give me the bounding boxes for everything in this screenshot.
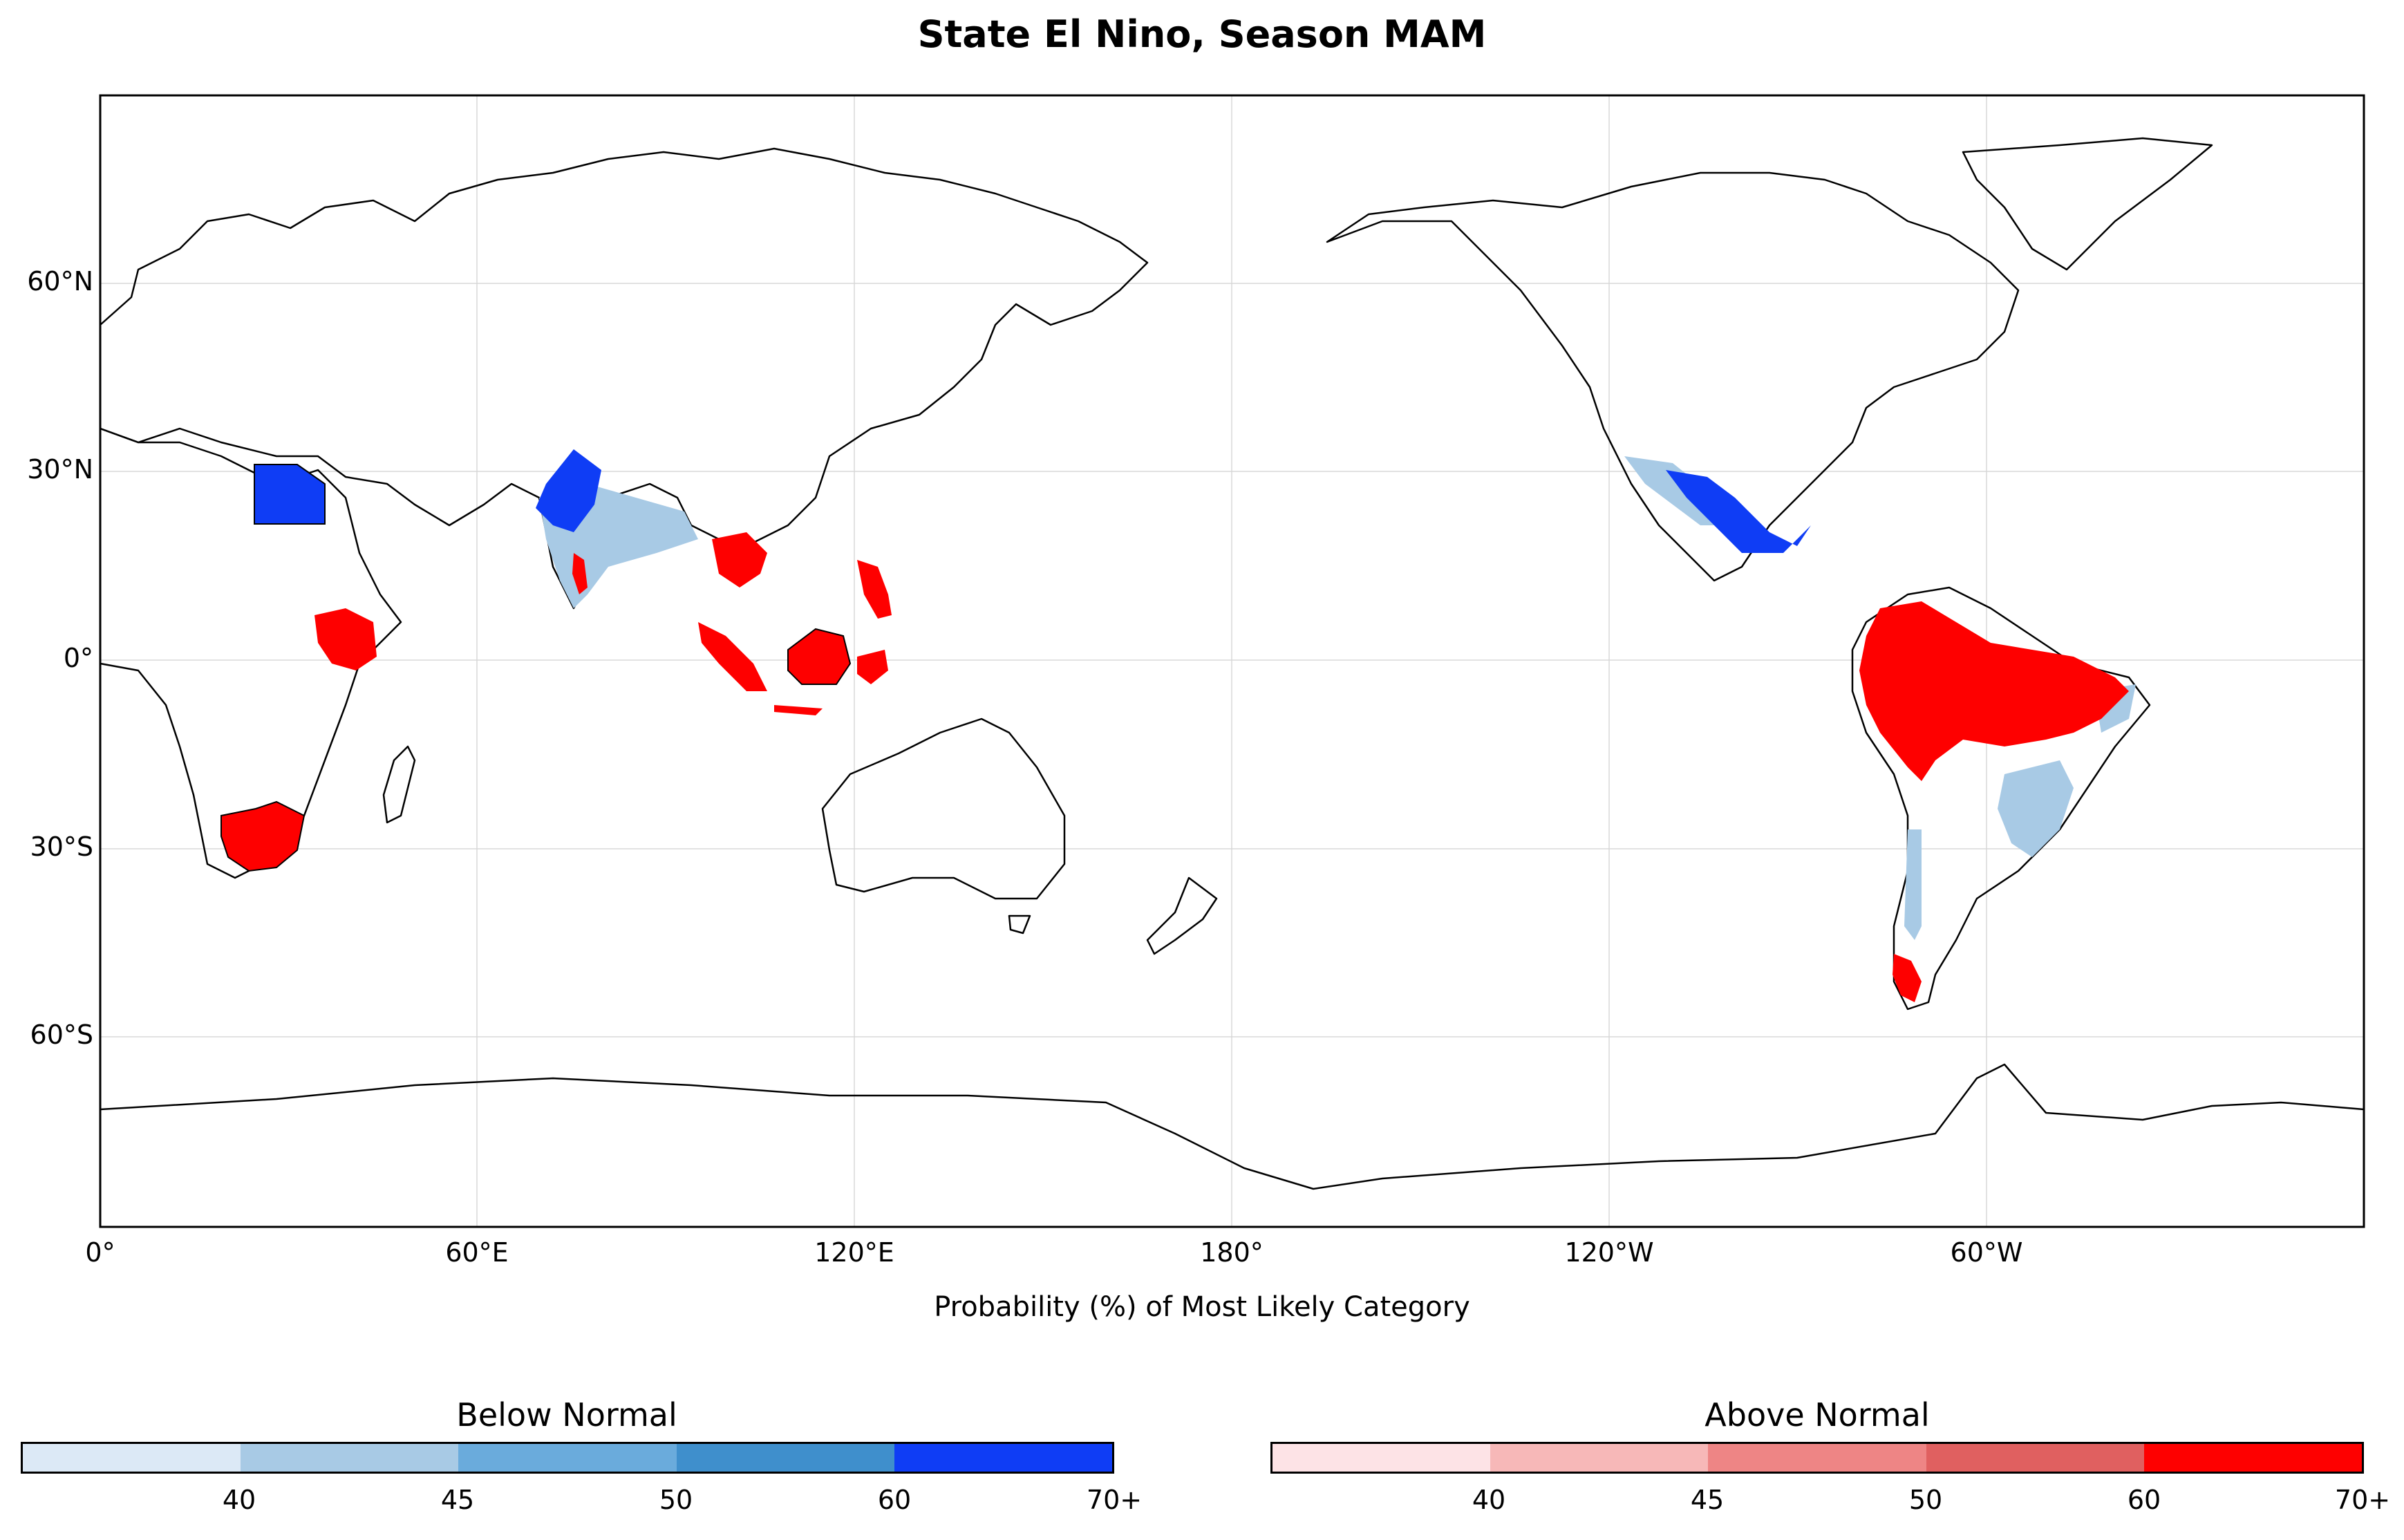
above-normal-tick-40: 40 (1472, 1485, 1506, 1515)
lon-label-120e: 120°E (814, 1237, 894, 1268)
lat-label-60n: 60°N (27, 266, 93, 297)
below-normal-colorbar-segment-4 (894, 1444, 1113, 1472)
map-title: State El Nino, Season MAM (917, 12, 1487, 56)
new-zealand-outline (1146, 876, 1218, 955)
x-axis-label: Probability (%) of Most Likely Category (934, 1291, 1470, 1323)
lon-label-60e: 60°E (445, 1237, 509, 1268)
below-normal-colorbar (21, 1442, 1114, 1474)
south-america-outline (1851, 586, 2151, 1011)
below-normal-tick-50: 50 (659, 1485, 693, 1515)
above-normal-regions (220, 532, 2129, 1002)
philippines-above-normal (857, 560, 892, 619)
lat-label-0: 0° (63, 643, 93, 673)
above-normal-colorbar (1270, 1442, 2364, 1474)
sumatra-above-normal (698, 622, 767, 691)
map-frame (99, 94, 2365, 1228)
below-normal-tick-70: 70+ (1086, 1485, 1143, 1515)
below-normal-colorbar-title: Below Normal (456, 1396, 677, 1434)
above-normal-tick-50: 50 (1908, 1485, 1943, 1515)
india-below-normal-strong (536, 449, 601, 532)
above-normal-tick-70: 70+ (2334, 1485, 2391, 1515)
below-normal-colorbar-segment-3 (676, 1444, 894, 1472)
below-normal-tick-60: 60 (877, 1485, 912, 1515)
lat-label-30n: 30°N (27, 454, 93, 485)
patagonia-above-normal (1893, 954, 1922, 1002)
borneo-above-normal (787, 628, 852, 685)
below-normal-colorbar-segment-0 (23, 1444, 241, 1472)
below-normal-colorbar-segment-1 (241, 1444, 459, 1472)
above-normal-colorbar-segment-4 (2143, 1444, 2363, 1472)
above-normal-tick-60: 60 (2127, 1485, 2161, 1515)
brazil-below-normal (1998, 760, 2074, 857)
above-normal-tick-45: 45 (1690, 1485, 1725, 1515)
sulawesi-above-normal (857, 650, 888, 684)
mexico-below-normal-strong (1666, 470, 1811, 553)
lon-label-120w: 120°W (1564, 1237, 1654, 1268)
above-normal-colorbar-segment-3 (1926, 1444, 2144, 1472)
amazon-above-normal (1859, 601, 2129, 781)
egypt-below-normal (254, 464, 326, 525)
below-normal-colorbar-segment-2 (458, 1444, 677, 1472)
australia-outline (821, 717, 1066, 900)
north-america-outline (1326, 171, 2020, 582)
lon-label-60w: 60°W (1950, 1237, 2023, 1268)
continent-outlines (100, 137, 2365, 1190)
chile-below-normal (1904, 829, 1922, 940)
west-india-above-normal (572, 553, 588, 594)
above-normal-colorbar-segment-1 (1490, 1444, 1709, 1472)
antarctica-outline (100, 1063, 2365, 1190)
eurasia-outline (100, 147, 1149, 610)
tasmania-outline (1008, 914, 1031, 935)
southern-africa-above-normal (220, 800, 306, 872)
madagascar-outline (382, 745, 416, 824)
above-normal-colorbar-segment-2 (1708, 1444, 1926, 1472)
lon-label-0: 0° (85, 1237, 115, 1268)
east-africa-above-normal (314, 608, 377, 670)
below-normal-tick-45: 45 (440, 1485, 475, 1515)
java-above-normal (774, 705, 823, 715)
below-normal-tick-40: 40 (222, 1485, 256, 1515)
above-normal-colorbar-segment-0 (1273, 1444, 1491, 1472)
lat-label-60s: 60°S (30, 1020, 93, 1050)
indochina-above-normal (712, 532, 767, 588)
lon-label-180: 180° (1200, 1237, 1264, 1268)
lat-label-30s: 30°S (30, 832, 93, 862)
greenland-outline (1962, 137, 2213, 271)
above-normal-colorbar-title: Above Normal (1705, 1396, 1930, 1434)
